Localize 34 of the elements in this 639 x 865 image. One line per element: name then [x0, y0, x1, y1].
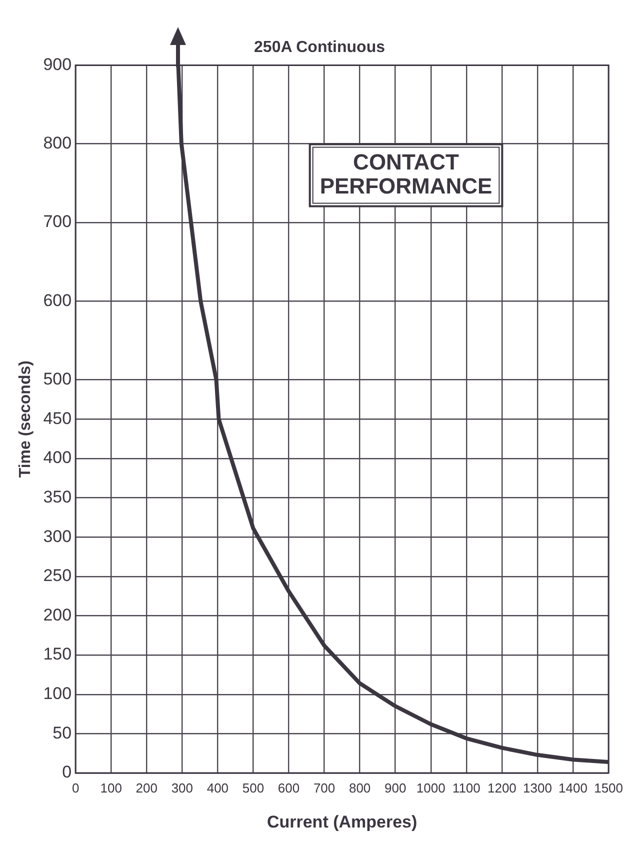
x-tick-label: 1200: [487, 780, 516, 796]
x-tick-label: 1300: [523, 780, 552, 796]
x-tick-label: 800: [348, 780, 371, 796]
y-tick-label: 900: [43, 54, 72, 74]
x-tick-label: 600: [278, 780, 300, 796]
chart-title: 250A Continuous: [254, 39, 386, 56]
annotation: CONTACT PERFORMANCE: [320, 149, 492, 198]
x-axis-title: Current (Amperes): [266, 812, 418, 832]
y-tick-label: 250: [43, 566, 72, 586]
x-tick-label: 200: [136, 780, 158, 796]
x-tick-label: 1000: [416, 780, 446, 796]
y-tick-label: 700: [43, 212, 72, 232]
y-tick-label: 0: [62, 762, 72, 782]
x-tick-label: 400: [206, 780, 229, 796]
y-tick-label: 350: [43, 487, 72, 506]
y-tick-label: 600: [43, 290, 72, 310]
y-tick-label: 200: [43, 605, 72, 624]
x-tick-label: 300: [171, 780, 194, 796]
y-axis-title: Time (seconds): [17, 360, 34, 478]
y-tick-label: 450: [43, 408, 72, 428]
x-tick-label: 900: [384, 780, 406, 796]
x-tick-label: 1400: [558, 780, 588, 796]
y-tick-label: 300: [43, 526, 72, 546]
x-tick-label: 500: [242, 780, 264, 796]
y-tick-label: 500: [43, 369, 72, 388]
y-tick-label: 100: [43, 684, 72, 704]
y-tick-label: 50: [52, 723, 72, 742]
y-tick-label: 800: [43, 134, 72, 153]
y-tick-label: 150: [43, 644, 72, 664]
x-tick-label: 100: [100, 780, 122, 796]
y-tick-label: 400: [43, 448, 72, 468]
x-tick-label: 700: [313, 780, 336, 796]
x-tick-label: 1100: [452, 780, 480, 796]
x-tick-label: 1500: [594, 780, 623, 796]
